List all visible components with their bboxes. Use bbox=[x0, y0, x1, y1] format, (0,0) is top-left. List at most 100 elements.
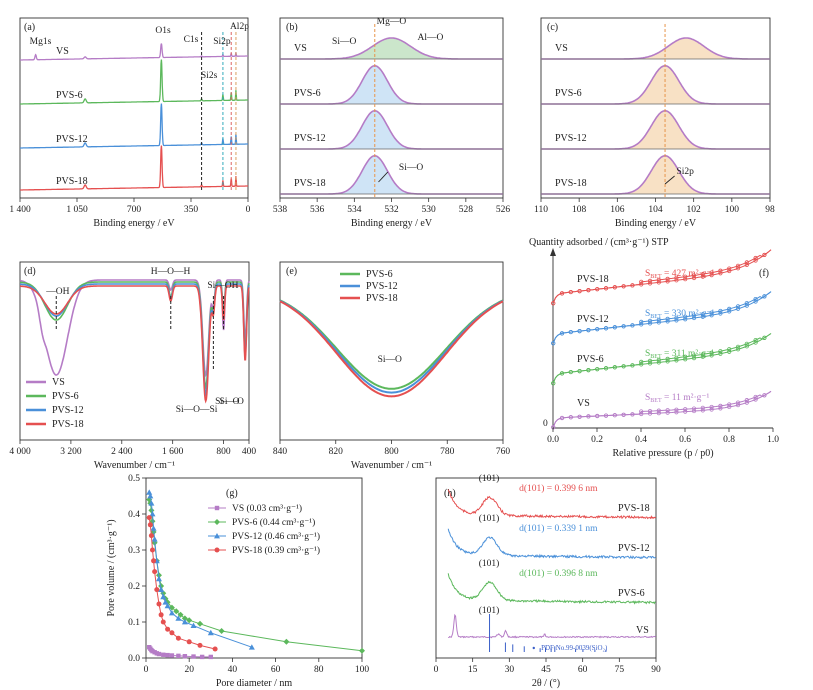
peak-label: (101) bbox=[479, 473, 500, 484]
data-point bbox=[191, 654, 196, 659]
panel-label: (g) bbox=[226, 488, 238, 499]
data-point bbox=[683, 317, 688, 322]
data-point bbox=[700, 405, 705, 410]
data-point bbox=[218, 628, 225, 634]
data-point bbox=[577, 368, 582, 374]
x-tick-label: 1.0 bbox=[767, 435, 779, 445]
x-tick-label: 534 bbox=[347, 205, 362, 215]
x-tick-label: 60 bbox=[271, 665, 281, 675]
series-line-PVS-6 bbox=[447, 573, 656, 605]
series-line-PVS-18 bbox=[447, 489, 657, 520]
y-tick-label: 0.1 bbox=[128, 618, 140, 628]
data-point bbox=[744, 344, 749, 349]
peak-fill-PVS-12 bbox=[280, 110, 503, 149]
data-point bbox=[753, 337, 758, 343]
data-point bbox=[186, 617, 193, 624]
data-point bbox=[753, 255, 758, 261]
panel-b: (b) VS PVS-6 PVS-12 PVS-18 Si—O Mg—O Al—O Si—O 53… bbox=[273, 17, 511, 229]
series-label-PVS-12: PVS-12 bbox=[618, 543, 650, 554]
band-label: Si—O bbox=[220, 397, 244, 407]
x-tick-label: 780 bbox=[440, 447, 455, 457]
data-point bbox=[182, 654, 188, 659]
data-point bbox=[214, 519, 220, 525]
data-point bbox=[207, 629, 214, 636]
data-point bbox=[647, 411, 653, 416]
data-point bbox=[700, 352, 705, 357]
data-point bbox=[709, 350, 714, 355]
x-tick-label: 1 600 bbox=[162, 447, 184, 457]
data-point bbox=[559, 331, 565, 336]
peak-annotation: Si—O bbox=[332, 37, 356, 47]
x-axis-label: Binding energy / eV bbox=[351, 218, 433, 229]
data-point bbox=[639, 319, 644, 324]
x-axis-label: Relative pressure (p / p0) bbox=[612, 448, 713, 459]
data-point bbox=[559, 371, 565, 376]
x-tick-label: 0.2 bbox=[591, 435, 603, 445]
data-point bbox=[208, 654, 213, 660]
x-tick-label: 40 bbox=[228, 665, 238, 675]
x-tick-label: 532 bbox=[384, 205, 399, 215]
data-point bbox=[639, 409, 644, 414]
series-label-VS: VS bbox=[636, 625, 649, 636]
bet-label-PVS-12: SBET = 330 m²·g⁻¹ bbox=[645, 309, 715, 320]
data-point bbox=[656, 360, 661, 365]
x-tick-label: 3 200 bbox=[60, 447, 82, 457]
panel-c: (c) VS PVS-6 PVS-12 PVS-18 Si2p 110 108 106 104 10… bbox=[534, 17, 775, 229]
data-point bbox=[674, 318, 679, 323]
series-label-PVS-6: PVS-6 bbox=[577, 354, 604, 365]
data-point bbox=[169, 653, 175, 658]
data-point bbox=[359, 647, 365, 654]
panel-label: (b) bbox=[286, 22, 298, 33]
data-point bbox=[735, 304, 741, 309]
data-point bbox=[595, 327, 600, 332]
data-point bbox=[595, 413, 600, 419]
band-label: Si—O—Si bbox=[176, 405, 218, 415]
data-point bbox=[595, 287, 600, 292]
series-label-PVS-12: PVS-12 bbox=[577, 314, 609, 325]
peak-fill-PVS-18 bbox=[541, 155, 770, 194]
data-point bbox=[148, 533, 154, 539]
data-point bbox=[586, 414, 591, 419]
data-point bbox=[665, 316, 670, 321]
x-tick-label: 20 bbox=[184, 665, 194, 675]
bet-label-PVS-18: SBET = 427 m²·g⁻¹ bbox=[645, 269, 715, 280]
data-point bbox=[630, 363, 635, 368]
data-point bbox=[709, 270, 714, 275]
data-point bbox=[621, 324, 626, 329]
data-point bbox=[735, 344, 741, 349]
series-line-PVS-18 bbox=[279, 300, 504, 398]
data-point bbox=[718, 271, 723, 276]
data-point bbox=[709, 272, 714, 278]
data-point bbox=[630, 323, 635, 328]
data-point bbox=[283, 638, 290, 645]
x-tick-label: 760 bbox=[496, 447, 511, 457]
data-point bbox=[647, 361, 653, 366]
data-point bbox=[214, 547, 220, 553]
data-point bbox=[160, 619, 166, 625]
data-point bbox=[647, 321, 653, 326]
series-line-VS bbox=[20, 43, 248, 61]
data-point bbox=[727, 349, 732, 354]
x-tick-label: 820 bbox=[329, 447, 344, 457]
x-tick-label: 106 bbox=[610, 205, 625, 215]
peak-annotation: Si—O bbox=[399, 163, 423, 173]
data-point bbox=[639, 279, 644, 284]
x-tick-label: 100 bbox=[355, 665, 370, 675]
peak-fill-PVS-6 bbox=[541, 65, 770, 104]
peak-label: Si2p bbox=[213, 37, 231, 47]
panel-g: (g) 0.0 0.1 0.2 0.3 0.4 0.5 0 20 40 60 80 100 Pore di… bbox=[106, 474, 369, 689]
data-point bbox=[674, 410, 679, 415]
x-tick-label: 0.0 bbox=[547, 435, 559, 445]
x-axis-label: Wavenumber / cm⁻¹ bbox=[94, 460, 175, 471]
data-point bbox=[214, 533, 220, 539]
band-label: H—O—H bbox=[151, 267, 191, 277]
x-tick-label: 75 bbox=[615, 665, 625, 675]
series-label-PVS-12: PVS-12 bbox=[555, 133, 587, 144]
data-point bbox=[718, 351, 723, 356]
data-point bbox=[753, 340, 758, 345]
x-tick-label: 0 bbox=[434, 665, 439, 675]
data-point bbox=[727, 306, 732, 311]
data-point bbox=[197, 642, 203, 648]
x-tick-label: 30 bbox=[505, 665, 515, 675]
data-point bbox=[683, 274, 688, 279]
